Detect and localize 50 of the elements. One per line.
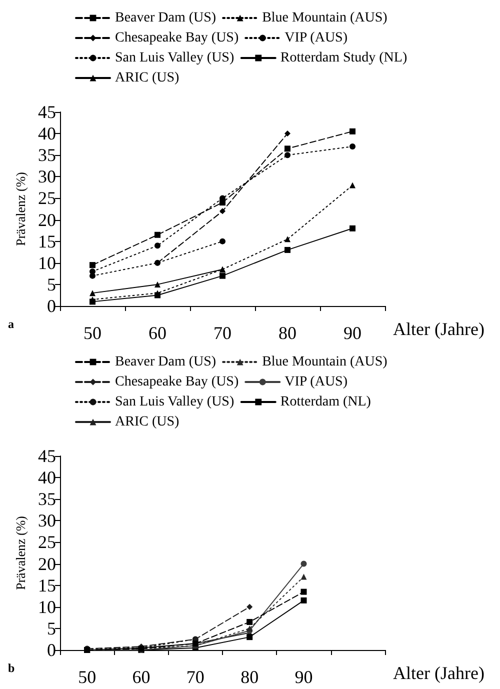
legend-label: Beaver Dam (US) <box>115 354 216 370</box>
x-tick-label: 50 <box>78 667 96 687</box>
y-tick-label: 30 <box>38 166 56 187</box>
x-tick-label: 80 <box>240 667 259 687</box>
text: b <box>8 661 15 675</box>
x-axis-title: Alter (Jahre) <box>393 319 484 339</box>
y-axis-title: Prävalenz (%) <box>13 516 28 590</box>
legend-label: San Luis Valley (US) <box>115 50 234 66</box>
y-tick-label: 35 <box>38 489 56 510</box>
y-tick-label: 40 <box>38 468 56 488</box>
y-axis-title: Prävalenz (%) <box>13 172 28 246</box>
x-tick-label: 80 <box>278 323 296 343</box>
text: a <box>8 317 14 331</box>
x-tick-label: 70 <box>186 667 204 687</box>
y-tick-label: 5 <box>47 274 56 294</box>
y-tick-label: 35 <box>38 145 56 166</box>
y-tick-label: 5 <box>47 618 56 638</box>
y-tick-label: 45 <box>38 102 56 122</box>
y-tick-label: 25 <box>38 188 56 208</box>
legend-label: ARIC (US) <box>115 70 180 86</box>
x-tick-label: 90 <box>294 667 313 687</box>
y-tick-label: 20 <box>38 554 56 574</box>
y-tick-label: 45 <box>38 446 56 466</box>
x-tick-label: 60 <box>148 323 166 343</box>
y-tick-label: 0 <box>47 640 56 660</box>
legend-label: ARIC (US) <box>115 414 180 430</box>
legend-label: Rotterdam (NL) <box>280 394 372 410</box>
x-tick-label: 50 <box>84 323 102 343</box>
legend-label: VIP (AUS) <box>284 30 348 46</box>
x-tick-label: 60 <box>132 667 150 687</box>
y-tick-label: 30 <box>38 510 56 531</box>
y-tick-label: 20 <box>38 210 56 230</box>
x-tick-label: 90 <box>344 323 362 343</box>
legend-label: Beaver Dam (US) <box>115 10 216 26</box>
x-axis-title: Alter (Jahre) <box>393 663 484 683</box>
legend-label: San Luis Valley (US) <box>115 394 234 410</box>
y-tick-label: 40 <box>38 124 56 144</box>
y-tick-label: 15 <box>38 231 56 252</box>
y-tick-label: 15 <box>38 575 56 596</box>
legend-label: VIP (AUS) <box>284 374 348 390</box>
x-tick-label: 70 <box>214 323 232 343</box>
y-tick-label: 10 <box>38 596 56 617</box>
y-tick-label: 0 <box>47 296 56 316</box>
y-tick-label: 25 <box>38 532 56 552</box>
y-tick-label: 10 <box>38 252 56 273</box>
legend-label: Rotterdam Study (NL) <box>280 50 408 66</box>
legend-label: Chesapeake Bay (US) <box>115 374 239 390</box>
legend-label: Blue Mountain (AUS) <box>262 10 388 26</box>
legend-label: Chesapeake Bay (US) <box>115 30 239 46</box>
legend-label: Blue Mountain (AUS) <box>262 354 388 370</box>
